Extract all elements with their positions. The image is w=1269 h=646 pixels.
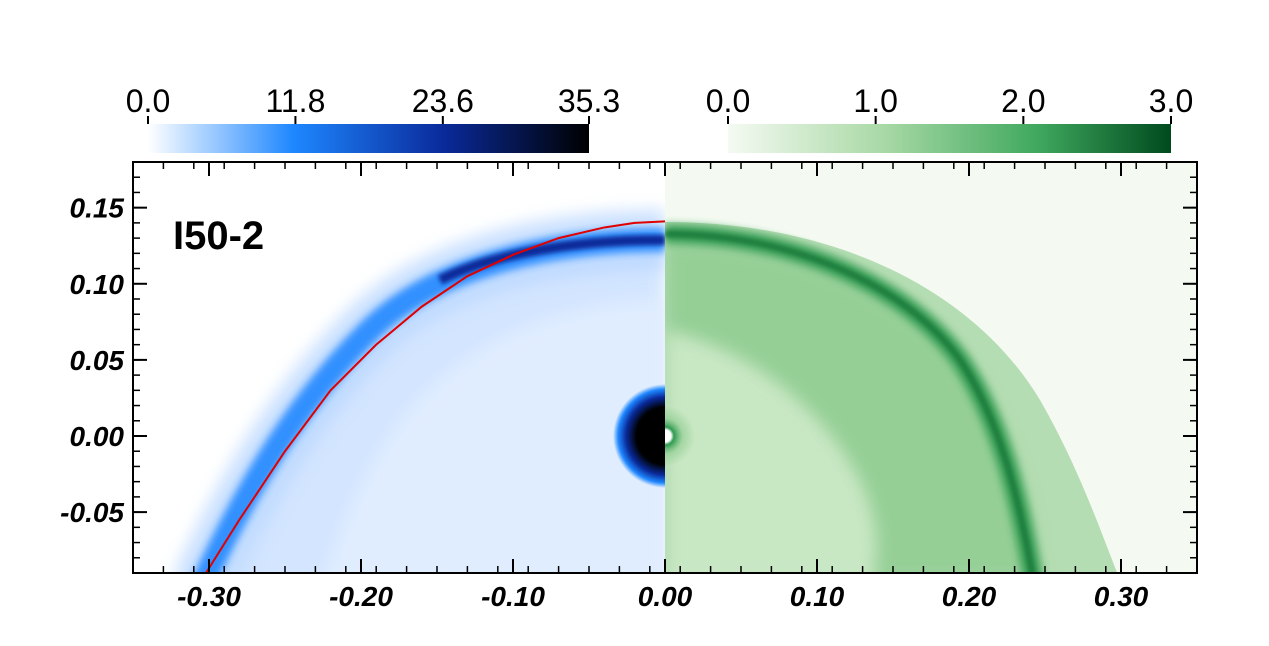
left-panel-density [133, 162, 665, 573]
colorbar-left-gradient [148, 124, 589, 153]
colorbar-tick-label: 0.0 [126, 83, 170, 119]
colorbar-right-gradient [728, 124, 1171, 153]
right-inner-light [665, 330, 877, 573]
y-axis: -0.05 0.00 0.05 0.10 0.15 [60, 161, 1197, 574]
colorbar-tick-label: 0.0 [706, 83, 750, 119]
y-tick-label: 0.05 [70, 345, 125, 376]
colorbar-tick-label: 23.6 [412, 83, 474, 119]
colorbar-tick-label: 11.8 [265, 83, 325, 119]
left-central-source [613, 384, 665, 488]
left-shell-core [437, 235, 665, 285]
colorbar-left: 0.0 11.8 23.6 35.3 [126, 83, 620, 153]
y-tick-label: -0.05 [60, 497, 124, 528]
bow-shock-curve [205, 220, 666, 574]
colorbar-tick-label: 3.0 [1149, 83, 1193, 119]
y-tick-label: 0.00 [70, 421, 125, 452]
y-tick-label: 0.15 [70, 193, 125, 224]
right-shell-core [665, 230, 1036, 573]
colorbar-right: 0.0 1.0 2.0 3.0 [706, 83, 1193, 153]
x-tick-label: -0.20 [329, 581, 393, 612]
left-inner-fill [325, 300, 665, 573]
colorbar-tick-label: 1.0 [853, 83, 897, 119]
right-panel-map [665, 162, 1197, 573]
right-central-source [665, 406, 695, 466]
x-tick-label: 0.20 [942, 581, 997, 612]
x-tick-label: 0.00 [638, 581, 693, 612]
colorbar-left-ticks: 0.0 11.8 23.6 35.3 [126, 83, 620, 124]
colorbar-tick-label: 35.3 [558, 83, 620, 119]
colorbar-tick-label: 2.0 [1001, 83, 1045, 119]
x-tick-label: -0.30 [177, 581, 241, 612]
y-tick-label: 0.10 [70, 269, 125, 300]
colorbar-right-ticks: 0.0 1.0 2.0 3.0 [706, 83, 1193, 124]
x-tick-label: -0.10 [481, 581, 545, 612]
x-tick-label: 0.30 [1094, 581, 1149, 612]
x-axis: -0.30 -0.20 -0.10 0.00 0.10 0.20 0.30 [132, 162, 1198, 612]
x-tick-label: 0.10 [790, 581, 845, 612]
panel-label: I50-2 [173, 214, 264, 258]
